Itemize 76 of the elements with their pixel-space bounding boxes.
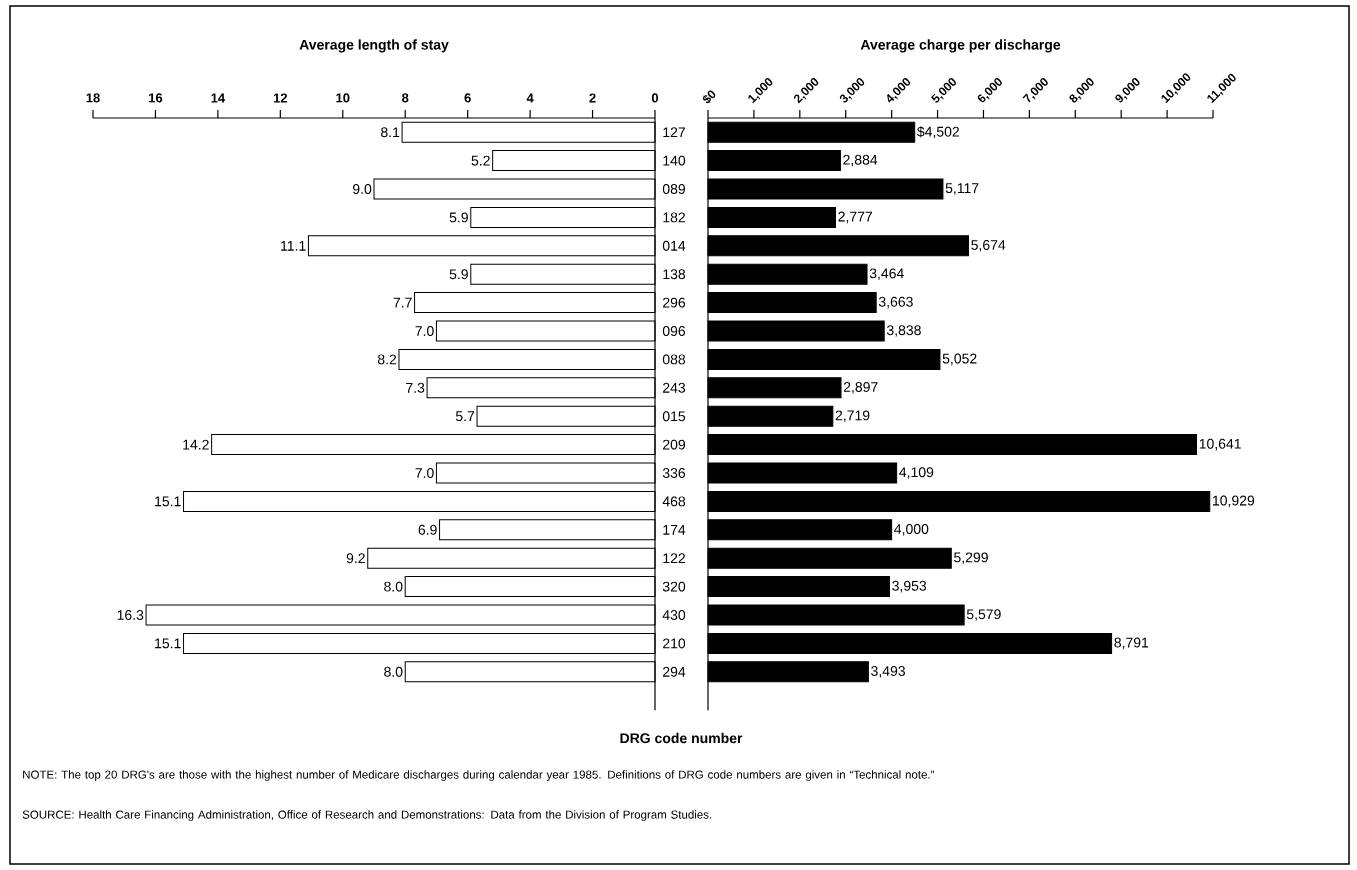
- data-label: 11.1: [281, 241, 306, 251]
- data-label: 8,791: [1114, 637, 1149, 650]
- data-label: 5,052: [942, 353, 977, 366]
- data-label: 10,641: [1199, 438, 1241, 451]
- y-tick-label: 140: [663, 155, 686, 166]
- y-tick-label: 015: [662, 411, 686, 422]
- x-tick-label: 8: [402, 93, 409, 103]
- text: DRG code number: [620, 732, 743, 744]
- data-label: 15.1: [155, 496, 181, 507]
- x-tick-label: 4: [526, 93, 534, 103]
- data-label: 5.2: [471, 155, 490, 166]
- y-tick-label: 294: [663, 666, 686, 677]
- data-label: 16.3: [117, 610, 144, 620]
- x-tick-label: 18: [86, 93, 100, 103]
- data-label: 7.7: [393, 297, 412, 308]
- y-tick-label: 089: [662, 184, 686, 194]
- data-label: 6.9: [418, 524, 437, 535]
- data-label: 5,299: [954, 552, 988, 564]
- data-label: 3,838: [886, 325, 921, 337]
- x-tick-label: 6: [464, 93, 471, 103]
- data-label: 9.0: [352, 184, 372, 194]
- y-tick-label: 096: [662, 326, 686, 336]
- y-tick-label: 430: [662, 610, 686, 620]
- data-label: 5,674: [971, 240, 1006, 252]
- data-label: 3,464: [869, 268, 904, 280]
- data-label: 8.2: [377, 354, 397, 365]
- y-tick-label: 209: [663, 439, 686, 450]
- y-tick-label: 122: [663, 553, 685, 564]
- chart-title: Average charge per discharge: [860, 39, 1061, 53]
- data-label: 2,719: [835, 410, 870, 422]
- y-tick-label: 174: [663, 525, 686, 535]
- y-tick-label: 320: [662, 581, 686, 592]
- x-tick-label: 2: [589, 93, 596, 103]
- data-label: 3,953: [892, 580, 927, 593]
- y-tick-label: 014: [662, 240, 686, 251]
- data-label: 5,579: [966, 609, 1001, 621]
- data-label: 5.9: [449, 212, 468, 223]
- data-label: 8.1: [381, 127, 400, 138]
- text: NOTE: The top 20 DRG's are those with the highest number of Medicare discharges during calendar year 1985. Definitions of DRG code numbers are given in “Technical note.”: [23, 770, 935, 781]
- data-label: 15.1: [155, 638, 181, 649]
- data-label: 5,117: [945, 183, 979, 195]
- x-tick-label: 10: [336, 93, 350, 103]
- y-tick-label: 138: [663, 269, 686, 280]
- y-tick-label: 088: [662, 354, 686, 365]
- data-label: 10,929: [1213, 495, 1255, 508]
- data-label: 3,663: [878, 296, 913, 309]
- x-tick-label: 12: [273, 93, 288, 103]
- data-label: 14.2: [183, 439, 209, 450]
- data-label: 8.0: [384, 581, 403, 592]
- y-tick-label: 243: [663, 382, 686, 393]
- data-label: 2,897: [843, 382, 878, 394]
- x-tick-label: $0: [702, 90, 716, 104]
- x-tick-label: 16: [149, 93, 163, 103]
- y-tick-label: 296: [663, 297, 686, 308]
- data-label: 5.7: [455, 411, 475, 422]
- data-label: 8.0: [384, 666, 403, 677]
- data-label: 4,109: [899, 467, 934, 479]
- data-label: 3,493: [871, 666, 905, 678]
- y-tick-label: 468: [662, 496, 686, 507]
- data-label: 4,000: [894, 524, 929, 536]
- data-label: $4,502: [917, 126, 960, 139]
- data-label: 9.2: [346, 553, 365, 564]
- data-label: 2,777: [838, 211, 873, 224]
- data-label: 7.0: [415, 326, 434, 336]
- chart-title: Average length of stay: [299, 39, 449, 53]
- source-note: SOURCE: Health Care Financing Administration, Office of Research and Demonstrations: Data from the Division of Program Studies.: [22, 810, 712, 821]
- data-label: 2,884: [843, 154, 878, 167]
- y-tick-label: 210: [663, 638, 686, 649]
- data-label: 5.9: [449, 269, 468, 280]
- data-label: 7.3: [406, 382, 425, 393]
- y-tick-label: 182: [663, 212, 685, 223]
- x-tick-label: 14: [211, 93, 226, 103]
- data-label: 7.0: [415, 468, 434, 478]
- y-tick-label: 336: [662, 468, 686, 478]
- x-tick-label: 0: [651, 93, 659, 103]
- y-tick-label: 127: [663, 127, 685, 138]
